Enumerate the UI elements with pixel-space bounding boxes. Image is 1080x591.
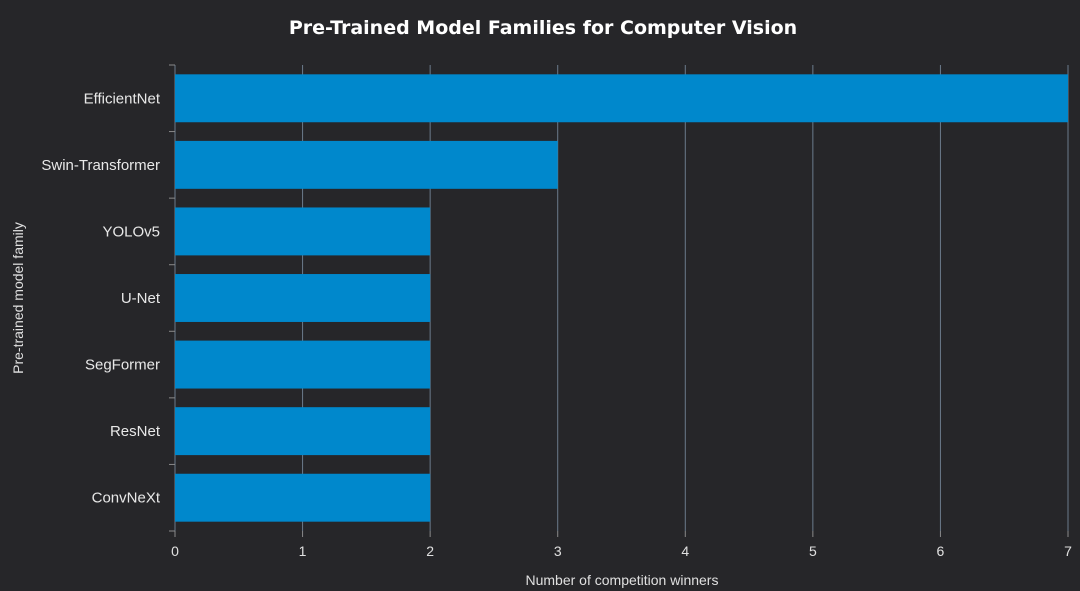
category-label: ConvNeXt: [92, 490, 161, 507]
x-tick-labels: 0 1 2 3 4 5 6 7: [171, 543, 1072, 559]
bar-yolov5: [175, 207, 431, 256]
x-tick-label: 3: [554, 543, 562, 559]
bar-segformer: [175, 340, 431, 389]
bars: [175, 74, 1068, 522]
bar-resnet: [175, 407, 431, 456]
bar-u-net: [175, 274, 431, 322]
bar-convnext: [175, 473, 431, 522]
x-tick-label: 1: [299, 543, 307, 559]
category-labels: EfficientNet Swin-Transformer YOLOv5 U-Net S…: [41, 90, 160, 506]
category-label: YOLOv5: [102, 223, 160, 240]
x-tick-label: 2: [426, 543, 434, 559]
bar-swin-transformer: [175, 140, 558, 189]
x-tick-label: 0: [171, 543, 179, 559]
x-tick-label: 6: [937, 543, 945, 559]
bar-efficientnet: [175, 74, 1068, 123]
chart-title: Pre-Trained Model Families for Computer …: [289, 17, 797, 39]
y-axis-label: Pre-trained model family: [10, 222, 26, 374]
category-label: Swin-Transformer: [41, 157, 160, 174]
category-label: SegFormer: [85, 357, 160, 374]
x-tick-label: 7: [1064, 543, 1072, 559]
x-tick-label: 5: [809, 543, 817, 559]
x-tick-label: 4: [681, 543, 689, 559]
category-label: ResNet: [110, 423, 161, 440]
category-label: EfficientNet: [84, 90, 161, 107]
category-label: U-Net: [121, 290, 161, 307]
x-axis-label: Number of competition winners: [526, 572, 719, 588]
